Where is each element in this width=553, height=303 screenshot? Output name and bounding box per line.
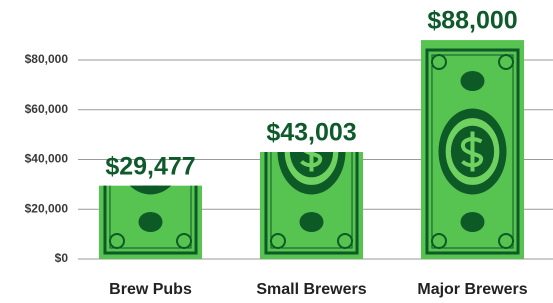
y-tick-label: $0 (55, 251, 69, 265)
bill-oval-top (461, 71, 485, 91)
bill-corner (338, 55, 352, 69)
page: {"chart_data": {"type": "bar", "categori… (0, 0, 553, 303)
y-tick-label: $20,000 (25, 201, 69, 215)
bill-oval-bottom (139, 212, 163, 232)
bill-corner (271, 55, 285, 69)
bill-oval-top (300, 71, 324, 91)
bill-oval-bottom (300, 212, 324, 232)
bill-oval-bottom (461, 212, 485, 232)
value-label: $29,477 (105, 152, 195, 180)
bill-corner (110, 55, 124, 69)
x-tick-label: Major Brewers (417, 281, 527, 298)
y-tick-label: $40,000 (25, 152, 69, 166)
value-label: $88,000 (427, 7, 517, 35)
y-tick-label: $60,000 (25, 102, 69, 116)
value-label: $43,003 (266, 119, 356, 147)
bill-corner (177, 55, 191, 69)
bill-oval-top (139, 71, 163, 91)
x-tick-label: Brew Pubs (109, 281, 192, 298)
chart: $0 $20,000 $40,000 $60,000 $80,000 $29,477 Bre… (0, 0, 553, 303)
x-tick-label: Small Brewers (256, 281, 366, 298)
y-tick-label: $80,000 (25, 52, 69, 66)
